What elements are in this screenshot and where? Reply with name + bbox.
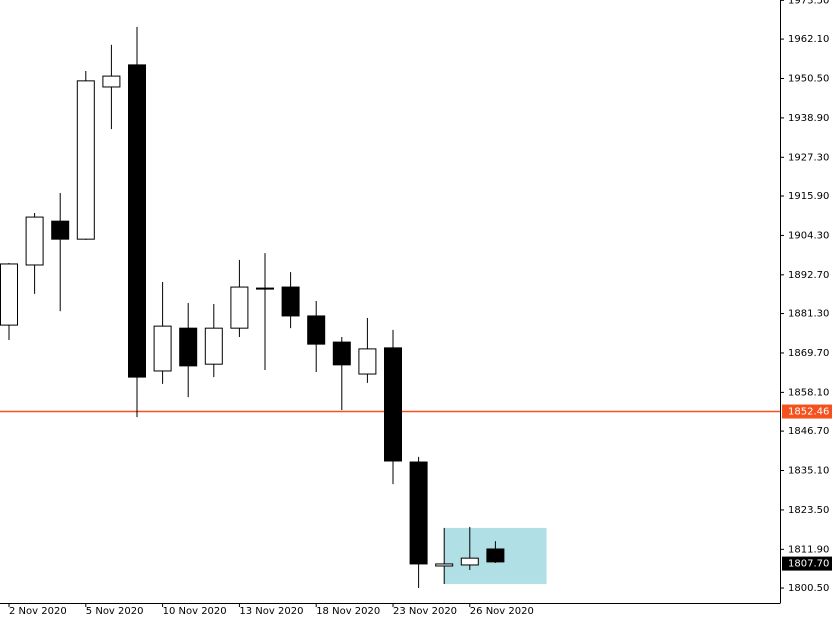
candle-body bbox=[460, 557, 479, 566]
y-tick-label: 1811.90 bbox=[788, 544, 829, 555]
candle-body bbox=[51, 220, 70, 240]
y-tick-label: 1881.30 bbox=[788, 309, 829, 320]
y-tick-label: 1950.50 bbox=[788, 73, 829, 84]
y-tick-label: 1846.70 bbox=[788, 426, 829, 437]
y-tick-label: 1973.50 bbox=[788, 0, 829, 6]
level-label-bg bbox=[782, 404, 832, 419]
candle-body bbox=[25, 216, 44, 266]
candle-body bbox=[128, 64, 146, 378]
x-tick-label: 13 Nov 2020 bbox=[239, 606, 303, 617]
y-tick-label: 1858.10 bbox=[788, 387, 829, 398]
y-tick-label: 1835.10 bbox=[788, 466, 829, 477]
y-tick-label: 1869.70 bbox=[788, 348, 829, 359]
x-tick-label: 26 Nov 2020 bbox=[470, 606, 534, 617]
candle-body bbox=[281, 286, 300, 317]
candle-body bbox=[307, 315, 326, 345]
y-tick-label: 1892.70 bbox=[788, 270, 829, 281]
candle-body bbox=[204, 327, 223, 365]
y-tick-label: 1823.50 bbox=[788, 505, 829, 516]
y-tick-label: 1915.90 bbox=[788, 191, 829, 202]
price-label: 1807.70 bbox=[788, 559, 829, 570]
y-tick-label: 1904.30 bbox=[788, 230, 829, 241]
y-tick-label: 1938.90 bbox=[788, 113, 829, 124]
y-tick-label: 1800.50 bbox=[788, 583, 829, 594]
candle-body bbox=[358, 348, 377, 375]
candle-body bbox=[486, 548, 505, 563]
candle-body bbox=[76, 80, 95, 240]
candle-body bbox=[435, 563, 454, 567]
x-tick-label: 23 Nov 2020 bbox=[393, 606, 457, 617]
x-tick-label: 18 Nov 2020 bbox=[316, 606, 380, 617]
candle-body bbox=[179, 327, 198, 367]
candle-body bbox=[409, 461, 428, 565]
y-tick-label: 1962.10 bbox=[788, 34, 829, 45]
x-tick-label: 2 Nov 2020 bbox=[9, 606, 67, 617]
candle-body bbox=[153, 325, 172, 372]
candle-body bbox=[102, 75, 121, 88]
y-tick-label: 1927.30 bbox=[788, 152, 829, 163]
candle-body bbox=[384, 347, 402, 462]
candle-body bbox=[0, 263, 18, 326]
x-tick-label: 5 Nov 2020 bbox=[86, 606, 144, 617]
level-label: 1852.46 bbox=[788, 407, 829, 418]
price-label-bg bbox=[782, 556, 832, 571]
candle-body bbox=[256, 287, 274, 290]
x-tick-label: 10 Nov 2020 bbox=[163, 606, 227, 617]
candle-body bbox=[230, 286, 249, 329]
candle-body bbox=[332, 341, 351, 366]
